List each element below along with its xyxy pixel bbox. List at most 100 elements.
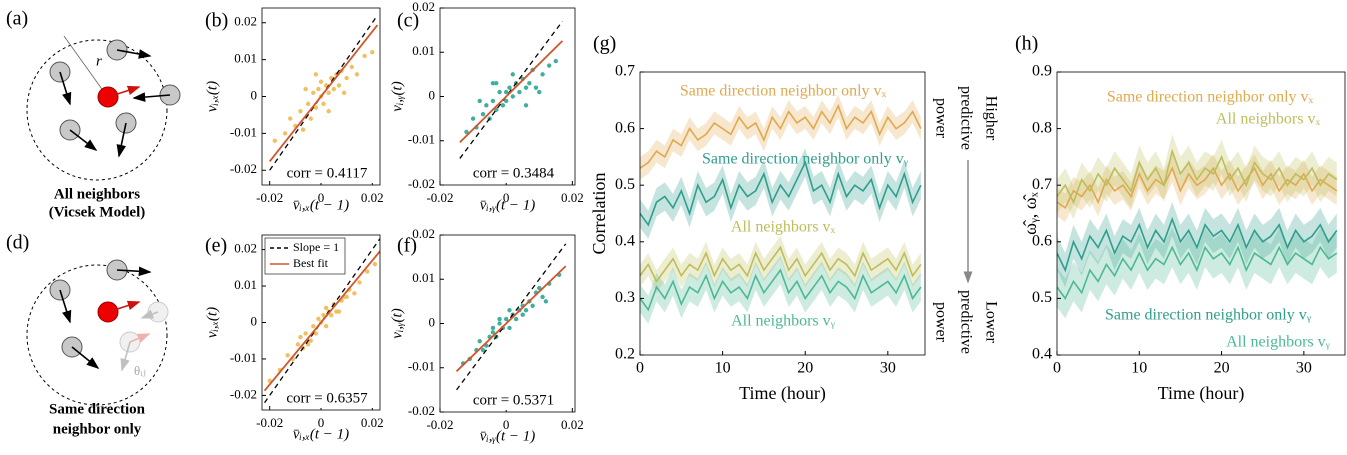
fit-line (268, 24, 379, 162)
point (370, 50, 375, 55)
point (321, 101, 326, 107)
diagram-d: (d) θᵢⱼ Same direction neighbor only (6, 232, 169, 437)
x-axis-label: v̄ᵢ,ₓ(t − 1) (293, 426, 349, 442)
y-tick-label: 0.7 (615, 63, 635, 80)
point (318, 79, 324, 84)
panel-label: (b) (205, 10, 228, 32)
point (303, 331, 308, 336)
radius (63, 35, 105, 93)
point (298, 334, 303, 340)
excluded-arrow (140, 309, 159, 319)
plot-area (459, 20, 564, 159)
x-tick-label: 0.02 (561, 190, 584, 205)
fit-line (459, 20, 563, 159)
y-axis-label: vᵢ,ᵧ(t) (389, 308, 405, 338)
point (311, 323, 316, 329)
x-tick-label: 30 (1296, 360, 1312, 377)
panel: (g) Time (hour) Correlation 0 10 20 30 0.2 0.3 0.… (589, 33, 999, 405)
point (331, 86, 337, 92)
point (523, 103, 529, 108)
point (484, 103, 489, 108)
point (285, 353, 290, 358)
y-tick-label: -0.01 (408, 132, 435, 147)
axes-box (1056, 71, 1346, 356)
series-line (640, 103, 922, 169)
point (311, 90, 316, 96)
series-line (1057, 148, 1338, 205)
y-tick-label: 0.9 (1032, 63, 1052, 80)
fit-line (456, 243, 567, 391)
x-axis-label: Time (hour) (1158, 383, 1245, 404)
y-tick-label: 0.7 (1032, 176, 1052, 193)
y-tick-label: 0.02 (234, 14, 257, 29)
point (497, 316, 502, 322)
y-tick-label: -0.02 (230, 386, 257, 401)
panel: (h) Time (hour) ω̂ᵧ, ω̂ₓ 0 10 20 30 0.4 0.5 0.6 0.… (1015, 33, 1346, 404)
point (336, 83, 342, 88)
angle-label: θᵢⱼ (134, 363, 146, 378)
annotation: corr = 0.6357 (286, 390, 368, 406)
x-tick-label: 0 (318, 190, 325, 205)
fit-line (455, 265, 567, 372)
point (323, 305, 329, 311)
y-tick-label: -0.02 (408, 403, 435, 418)
y-tick-label: -0.02 (230, 161, 257, 176)
y-tick-label: 0.5 (1032, 289, 1052, 306)
error-band (1057, 154, 1337, 222)
series-line (1057, 245, 1338, 300)
axes-box (261, 7, 381, 186)
point (490, 325, 496, 331)
point (500, 103, 506, 108)
point (546, 63, 552, 68)
error-band (640, 148, 921, 239)
point (344, 294, 349, 300)
y-tick-label: 0.01 (234, 277, 257, 292)
point (300, 127, 306, 132)
y-tick-label: 0.02 (412, 0, 435, 14)
point (316, 316, 321, 322)
point (490, 98, 496, 104)
error-band (640, 236, 921, 293)
x-tick-label: 0.02 (561, 417, 584, 432)
series-label: Same direction neighbor only vᵧ (1105, 307, 1312, 324)
point (295, 342, 301, 347)
point (490, 81, 496, 86)
point (357, 280, 362, 285)
y-tick-label: -0.01 (408, 359, 435, 374)
point (372, 261, 378, 267)
point (480, 347, 486, 353)
panel: (e) v̄ᵢ,ₓ(t − 1) vᵢ,ₓ(t) -0.02 0 0.02 -0.02 -0.… (204, 235, 383, 443)
point (349, 64, 354, 70)
point (313, 331, 319, 336)
y-tick-label: 0.4 (615, 232, 635, 249)
y-tick-label: 0 (429, 314, 436, 329)
y-tick-label: 0.01 (412, 270, 435, 285)
y-tick-label: 0 (251, 313, 258, 328)
point (341, 90, 347, 96)
panel-label: (e) (205, 235, 227, 257)
error-band (1057, 227, 1337, 319)
axes-box (439, 234, 576, 413)
neighborhood (26, 39, 168, 181)
point (530, 303, 535, 308)
series-line (640, 160, 922, 227)
point (352, 291, 357, 296)
x-tick-label: 0 (1053, 360, 1061, 377)
series-label: Same direction neighbor only vₓ (1107, 89, 1314, 106)
point (510, 72, 515, 77)
x-tick-label: 0 (503, 417, 510, 432)
series-label: Same direction neighbor only vᵧ (702, 151, 909, 168)
y-tick-label: 0.01 (412, 43, 435, 58)
plot-area (455, 243, 567, 391)
excluded-arrow (120, 341, 131, 372)
y-tick-label: 0.5 (615, 176, 635, 193)
error-band (640, 94, 921, 180)
point (313, 72, 319, 77)
x-tick-label: 20 (1214, 360, 1230, 377)
y-axis-label: vᵢ,ᵧ(t) (389, 81, 405, 111)
panel-label: (c) (397, 10, 419, 32)
point (336, 309, 342, 314)
y-tick-label: 0 (251, 87, 258, 102)
note: predictive (957, 86, 974, 150)
